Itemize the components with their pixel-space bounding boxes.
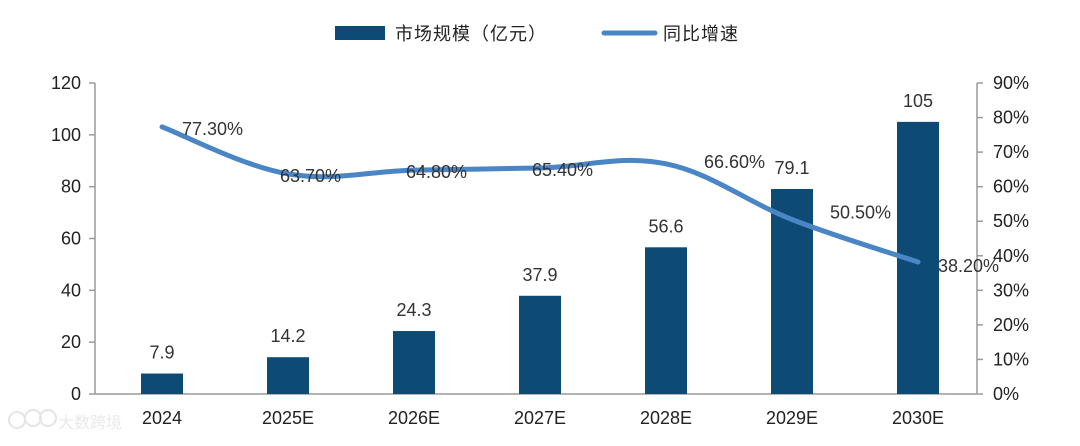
legend-line-label: 同比增速 [663, 24, 739, 45]
x-tick-label: 2028E [640, 408, 692, 428]
left-y-tick-label: 60 [61, 229, 81, 249]
bar [393, 331, 435, 394]
legend: 市场规模（亿元） 同比增速 [335, 24, 739, 45]
x-tick-label: 2026E [388, 408, 440, 428]
right-y-ticks: 0% 10% 20% 30% 40% 50% 60% 70% 80% 90% [977, 73, 1029, 404]
x-tick-label: 2025E [262, 408, 314, 428]
bar-value-label: 56.6 [648, 216, 683, 236]
left-y-tick-label: 120 [51, 73, 81, 93]
line-value-label: 50.50% [830, 202, 891, 222]
right-y-tick-label: 0% [993, 384, 1019, 404]
right-y-tick-label: 70% [993, 142, 1029, 162]
left-y-tick-label: 20 [61, 332, 81, 352]
growth-rate-line [159, 124, 921, 265]
x-axis-ticks: 2024 2025E 2026E 2027E 2028E 2029E 2030E [142, 408, 944, 428]
left-y-tick-label: 80 [61, 177, 81, 197]
left-y-tick-label: 100 [51, 125, 81, 145]
right-y-tick-label: 30% [993, 280, 1029, 300]
bar [267, 357, 309, 394]
right-y-tick-label: 40% [993, 246, 1029, 266]
bar-value-label: 37.9 [522, 265, 557, 285]
bar [645, 247, 687, 394]
bar-series [141, 121, 939, 394]
left-y-tick-label: 40 [61, 280, 81, 300]
left-y-ticks: 0 20 40 60 80 100 120 [51, 73, 95, 404]
x-tick-label: 2030E [892, 408, 944, 428]
legend-bar-swatch [335, 26, 385, 40]
bar [141, 373, 183, 394]
line-value-label: 65.40% [532, 160, 593, 180]
watermark: 大数跨境 [8, 409, 122, 432]
right-y-tick-label: 20% [993, 315, 1029, 335]
bar-data-labels: 7.9 14.2 24.3 37.9 56.6 79.1 105 [149, 91, 933, 363]
right-y-tick-label: 10% [993, 349, 1029, 369]
right-y-tick-label: 80% [993, 108, 1029, 128]
left-y-tick-label: 0 [71, 384, 81, 404]
x-tick-label: 2029E [766, 408, 818, 428]
bar [519, 295, 561, 394]
x-tick-label: 2027E [514, 408, 566, 428]
line-value-label: 66.60% [704, 152, 765, 172]
line-value-label: 77.30% [182, 119, 243, 139]
watermark-logo-icon [8, 409, 57, 429]
line-value-label: 64.80% [406, 162, 467, 182]
line-value-label: 63.70% [280, 166, 341, 186]
line-value-label: 38.20% [938, 256, 999, 276]
line-data-labels: 77.30% 63.70% 64.80% 65.40% 66.60% 50.50% 38.2… [182, 119, 999, 276]
right-y-tick-label: 50% [993, 211, 1029, 231]
bar-value-label: 79.1 [774, 158, 809, 178]
bar-value-label: 24.3 [396, 300, 431, 320]
right-y-tick-label: 60% [993, 177, 1029, 197]
watermark-text: 大数跨境 [58, 413, 122, 432]
bar-value-label: 14.2 [270, 326, 305, 346]
right-y-tick-label: 90% [993, 73, 1029, 93]
bar-value-label: 105 [903, 91, 933, 111]
bar-value-label: 7.9 [149, 343, 174, 363]
x-tick-label: 2024 [142, 408, 182, 428]
legend-bar-label: 市场规模（亿元） [395, 24, 547, 45]
